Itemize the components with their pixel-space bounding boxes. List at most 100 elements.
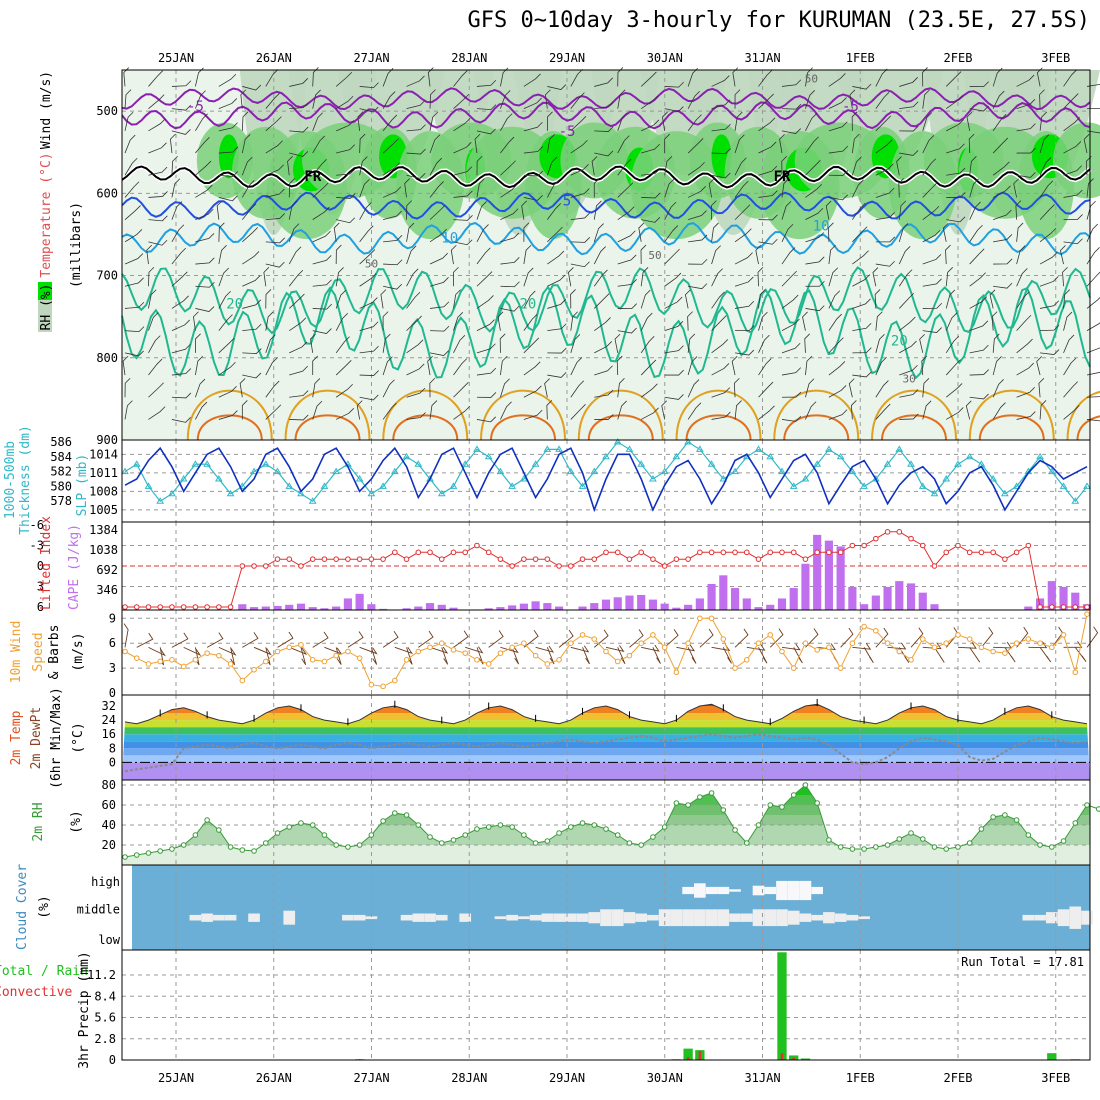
cloud-high-bar	[776, 880, 788, 901]
wind-barb	[1086, 322, 1100, 331]
y-tick-label: 586	[50, 435, 72, 449]
wind-barb	[617, 67, 624, 87]
wind-barb	[570, 139, 588, 154]
wind-barb	[523, 244, 532, 265]
wind-barb	[899, 364, 918, 376]
cloud-middle-bar	[189, 914, 202, 921]
lifted-index-point	[286, 556, 293, 562]
wind-barb	[687, 186, 707, 198]
wind-barb	[570, 380, 585, 398]
panel-ylabel-line: & Barbs	[47, 625, 62, 680]
wind-barb	[805, 113, 818, 132]
wind-barb	[476, 247, 491, 265]
y-tick-label: 60	[102, 798, 116, 812]
wind-barb	[288, 246, 302, 265]
thickness-point	[402, 452, 411, 460]
lifted-index-point	[790, 549, 797, 556]
wind-barb	[171, 271, 188, 287]
wind-speed-point	[1013, 640, 1020, 647]
run-total: Run Total = 17.81	[961, 955, 1084, 969]
wind-speed-point	[298, 642, 304, 648]
temp-band	[122, 704, 1090, 707]
thickness-point	[848, 467, 857, 475]
cloud-high-bar	[705, 886, 718, 895]
wind-barb	[148, 382, 164, 398]
temp-bands	[122, 704, 1090, 780]
wind-barb	[969, 156, 977, 176]
wind-barb	[781, 103, 802, 110]
wind-barb	[922, 135, 935, 154]
wind-barb	[969, 393, 989, 400]
wind-barb	[593, 269, 608, 287]
thickness-point	[168, 489, 176, 497]
thickness-point	[566, 467, 575, 475]
wind-barb	[993, 234, 1013, 243]
wind-barb	[1016, 362, 1034, 376]
lifted-index-point	[896, 529, 903, 535]
wind-barb	[547, 250, 565, 265]
wind-speed-point	[873, 627, 879, 634]
wind-speed-point	[1025, 636, 1032, 642]
cape-bar	[848, 586, 857, 610]
cloud-middle-bar	[623, 912, 636, 924]
wind-barb	[171, 319, 191, 332]
warm-isotherm	[1076, 415, 1100, 441]
contour-label: 20	[519, 296, 536, 312]
wind-speed-point	[943, 640, 950, 647]
wind-barb	[453, 70, 468, 87]
wind-barb	[945, 335, 960, 354]
y-tick-label: 80	[102, 778, 116, 792]
rh-point	[767, 802, 774, 808]
wind-barb	[781, 391, 802, 398]
wind-barb	[664, 345, 684, 354]
wind-barb	[875, 236, 896, 243]
lifted-index-point	[579, 556, 586, 562]
lifted-index-point	[1084, 604, 1090, 610]
rh-point	[556, 830, 562, 836]
rh-band	[122, 845, 1090, 865]
thickness-point	[695, 445, 704, 452]
thickness-point	[731, 467, 739, 475]
panel-ylabel-line: Lifted Index	[39, 516, 54, 610]
wind-barb	[922, 254, 942, 265]
wind-barb	[429, 377, 436, 398]
cape-bar	[425, 603, 435, 610]
rh-point	[861, 846, 867, 852]
panel-frame	[121, 949, 1091, 1061]
warm-isotherm	[968, 389, 1055, 441]
wind-barb	[1038, 378, 1045, 398]
wind-barb	[171, 178, 181, 198]
cape-bar	[777, 598, 787, 610]
wind-barb	[124, 205, 141, 220]
wind-barb	[805, 90, 816, 109]
wind-barb	[899, 77, 918, 87]
lifted-index-point	[955, 542, 961, 549]
wind-speed-point	[826, 644, 832, 651]
wind-barb	[1016, 245, 1026, 265]
date-label-top: 3FEB	[1041, 51, 1070, 65]
wind-barb	[664, 248, 680, 265]
cloud-middle-bar	[541, 913, 554, 922]
wind-barb	[336, 120, 355, 132]
wind-barb	[312, 230, 331, 243]
y-tick-label: 8	[109, 741, 116, 755]
date-label-bottom: 30JAN	[647, 1071, 683, 1085]
wind-barb	[617, 89, 626, 109]
cloud-middle-bar	[564, 913, 577, 922]
wind-barb	[382, 114, 398, 132]
wind-barb	[218, 245, 227, 265]
wind-barb	[488, 630, 504, 648]
y-tick-label: 692	[96, 563, 118, 577]
wind-speed-point	[978, 644, 985, 651]
lifted-index-point	[861, 542, 867, 549]
wind-barb	[288, 223, 300, 242]
rh-point	[614, 832, 621, 838]
y-tick-label: 0	[109, 686, 116, 700]
wind-barb	[1039, 300, 1060, 309]
wind-barb	[1063, 311, 1073, 331]
rh-point	[568, 824, 574, 830]
lifted-index-point	[720, 549, 727, 556]
wind-barb	[476, 367, 497, 376]
wind-speed-point	[673, 669, 680, 676]
rh-point	[1072, 820, 1079, 826]
